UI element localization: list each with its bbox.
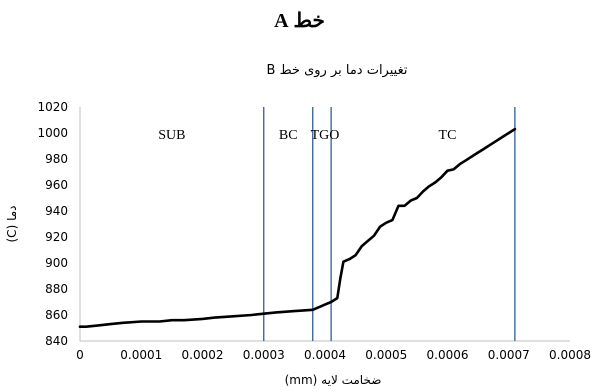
y-tick-label: 960 <box>45 178 68 192</box>
y-tick-label: 860 <box>45 308 68 322</box>
region-label: TC <box>439 128 457 143</box>
region-label: BC <box>279 128 298 143</box>
x-tick-label: 0.0008 <box>549 348 591 362</box>
x-tick-label: 0.0004 <box>304 348 346 362</box>
y-tick-label: 880 <box>45 282 68 296</box>
temperature-series-line <box>78 127 517 329</box>
y-tick-label: 840 <box>45 334 68 348</box>
x-tick-label: 0.0007 <box>488 348 530 362</box>
y-tick-label: 1020 <box>37 100 68 114</box>
x-tick-label: 0.0002 <box>182 348 224 362</box>
x-tick-label: 0 <box>76 348 84 362</box>
x-tick-label: 0.0003 <box>243 348 285 362</box>
y-tick-label: 900 <box>45 256 68 270</box>
x-tick-label: 0.0006 <box>427 348 469 362</box>
page-title: خط A <box>274 10 325 32</box>
region-label: SUB <box>158 128 185 143</box>
chart-title: تغییرات دما بر روی خط B <box>267 63 408 78</box>
y-tick-label: 1000 <box>37 126 68 140</box>
region-label: TGO <box>311 128 340 143</box>
y-tick-label: 940 <box>45 204 68 218</box>
y-tick-label: 980 <box>45 152 68 166</box>
x-tick-label: 0.0005 <box>365 348 407 362</box>
x-tick-label: 0.0001 <box>120 348 162 362</box>
y-tick-label: 920 <box>45 230 68 244</box>
y-axis-label: دما (C) <box>5 205 19 242</box>
x-axis-label: ضخامت لایه (mm) <box>285 373 382 387</box>
